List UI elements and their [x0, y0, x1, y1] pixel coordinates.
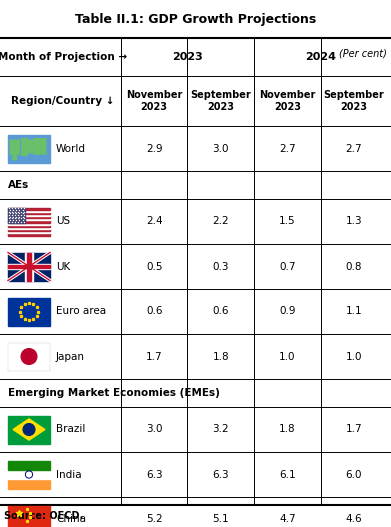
Bar [25, 252, 33, 280]
Text: 6.3: 6.3 [146, 470, 162, 480]
Bar [8, 212, 50, 214]
Text: 2.9: 2.9 [146, 143, 162, 153]
Text: 6.3: 6.3 [212, 470, 229, 480]
Text: Table II.1: GDP Growth Projections: Table II.1: GDP Growth Projections [75, 13, 316, 25]
Text: 2.7: 2.7 [346, 143, 362, 153]
Text: 2024: 2024 [305, 52, 336, 62]
FancyBboxPatch shape [22, 139, 27, 155]
Bar [8, 208, 50, 210]
Text: 1.1: 1.1 [346, 307, 362, 317]
Bar [8, 461, 50, 470]
Text: Euro area: Euro area [56, 307, 106, 317]
Text: 1.7: 1.7 [346, 425, 362, 434]
Text: (Per cent): (Per cent) [339, 48, 387, 58]
Bar [8, 225, 50, 227]
Bar [8, 214, 50, 216]
Bar [8, 231, 50, 233]
Text: AEs: AEs [8, 180, 29, 190]
Bar [8, 218, 50, 220]
Bar [8, 264, 50, 269]
Text: 6.1: 6.1 [279, 470, 296, 480]
Text: India: India [56, 470, 82, 480]
Text: 1.8: 1.8 [212, 352, 229, 362]
Text: 1.0: 1.0 [279, 352, 296, 362]
FancyBboxPatch shape [28, 140, 33, 153]
Text: 5.2: 5.2 [146, 514, 162, 524]
Text: Brazil: Brazil [56, 425, 85, 434]
Bar [8, 470, 50, 479]
Text: 2023: 2023 [172, 52, 203, 62]
Text: Emerging Market Economies (EMEs): Emerging Market Economies (EMEs) [8, 388, 220, 398]
Text: September
2023: September 2023 [190, 90, 251, 112]
Text: 0.7: 0.7 [279, 261, 296, 271]
Text: US: US [56, 217, 70, 227]
Text: 0.6: 0.6 [213, 307, 229, 317]
Text: 1.0: 1.0 [346, 352, 362, 362]
Bar [8, 233, 50, 236]
Text: 1.8: 1.8 [279, 425, 296, 434]
Text: September
2023: September 2023 [323, 90, 384, 112]
Text: UK: UK [56, 261, 70, 271]
Polygon shape [13, 419, 45, 440]
Bar [8, 210, 50, 212]
Text: 3.2: 3.2 [212, 425, 229, 434]
Bar [8, 252, 50, 280]
Text: 1.5: 1.5 [279, 217, 296, 227]
Circle shape [21, 349, 37, 364]
Bar [8, 134, 50, 162]
Text: 2.2: 2.2 [212, 217, 229, 227]
Text: China: China [56, 514, 86, 524]
Bar [8, 343, 50, 370]
Bar [8, 415, 50, 444]
Bar [8, 220, 50, 222]
Text: 4.6: 4.6 [346, 514, 362, 524]
Text: Japan: Japan [56, 352, 85, 362]
Text: 1.7: 1.7 [146, 352, 162, 362]
Text: 4.7: 4.7 [279, 514, 296, 524]
Text: 0.8: 0.8 [346, 261, 362, 271]
Text: Month of Projection →: Month of Projection → [0, 52, 127, 62]
FancyBboxPatch shape [34, 139, 46, 154]
Bar [8, 229, 50, 231]
Bar [8, 505, 50, 527]
Text: 0.9: 0.9 [279, 307, 296, 317]
Text: November
2023: November 2023 [259, 90, 316, 112]
Text: World: World [56, 143, 86, 153]
Text: 0.5: 0.5 [146, 261, 162, 271]
Circle shape [23, 424, 35, 435]
Text: 0.3: 0.3 [213, 261, 229, 271]
FancyBboxPatch shape [10, 140, 19, 154]
Bar [8, 343, 50, 370]
Text: 3.0: 3.0 [146, 425, 162, 434]
Bar [8, 265, 50, 268]
Bar [8, 208, 25, 222]
FancyBboxPatch shape [13, 154, 16, 160]
Bar [8, 298, 50, 326]
Bar [27, 252, 31, 280]
Text: 2.4: 2.4 [146, 217, 162, 227]
Text: Source: OECD.: Source: OECD. [4, 511, 83, 521]
Text: 0.6: 0.6 [146, 307, 162, 317]
Bar [8, 216, 50, 218]
Text: 1.3: 1.3 [346, 217, 362, 227]
Bar [8, 227, 50, 229]
Text: November
2023: November 2023 [126, 90, 182, 112]
Bar [8, 222, 50, 225]
Text: 2.7: 2.7 [279, 143, 296, 153]
Text: 5.1: 5.1 [212, 514, 229, 524]
Text: 6.0: 6.0 [346, 470, 362, 480]
Text: Region/Country ↓: Region/Country ↓ [11, 96, 114, 106]
Text: 3.0: 3.0 [213, 143, 229, 153]
Bar [8, 479, 50, 489]
